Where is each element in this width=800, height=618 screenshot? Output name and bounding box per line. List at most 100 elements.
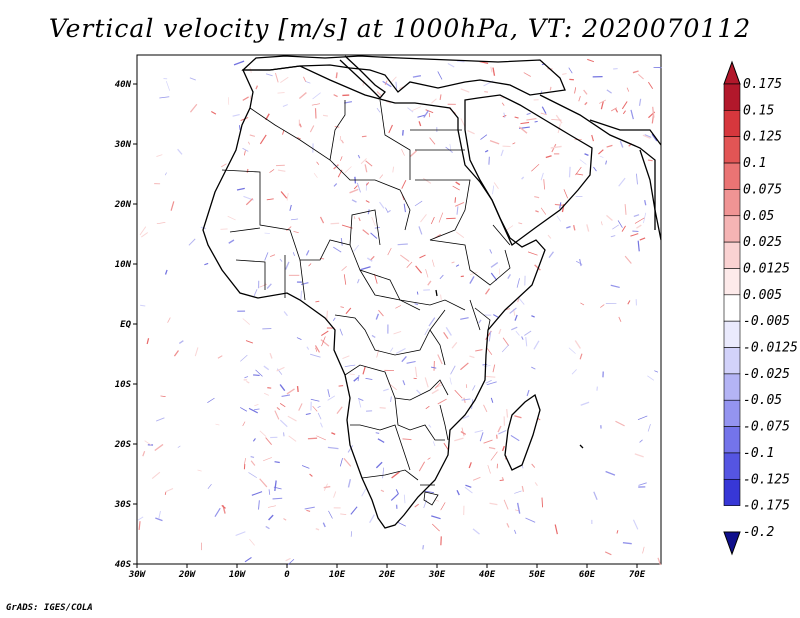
velocity-streak: [648, 81, 654, 89]
colorbar-label: 0.025: [743, 235, 782, 250]
velocity-streak: [245, 198, 254, 206]
velocity-streak: [211, 110, 217, 115]
velocity-streak: [424, 328, 429, 336]
velocity-streak: [484, 149, 489, 153]
velocity-streak: [572, 224, 576, 231]
velocity-streak: [342, 355, 350, 359]
velocity-streak: [488, 331, 492, 342]
velocity-streak: [490, 66, 493, 73]
velocity-streak: [331, 432, 336, 435]
velocity-streak: [456, 60, 465, 63]
colorbar-label: -0.1: [743, 446, 774, 461]
velocity-streak: [384, 80, 388, 86]
velocity-streak: [233, 60, 245, 66]
velocity-streak: [439, 274, 444, 280]
velocity-streak: [606, 144, 613, 148]
velocity-streak: [311, 103, 321, 106]
velocity-streak: [322, 114, 328, 117]
velocity-streak: [451, 342, 458, 349]
velocity-streak: [521, 176, 525, 180]
velocity-streak: [443, 331, 449, 340]
velocity-streak: [343, 274, 347, 285]
velocity-streak: [353, 185, 358, 190]
velocity-streak: [308, 263, 312, 267]
velocity-streak: [160, 395, 166, 397]
velocity-streak: [472, 528, 480, 535]
velocity-streak: [246, 380, 250, 384]
velocity-streak: [422, 177, 432, 184]
velocity-streak: [489, 139, 500, 145]
lon-tick-label: 10W: [229, 570, 247, 580]
lat-tick-label: EQ: [120, 320, 131, 330]
velocity-streak: [286, 388, 295, 395]
velocity-streak: [418, 121, 422, 127]
velocity-streak: [627, 300, 631, 305]
velocity-streak: [263, 457, 272, 462]
velocity-streak: [490, 451, 498, 461]
velocity-streak: [512, 142, 516, 145]
velocity-streak: [509, 307, 517, 314]
velocity-streak: [503, 499, 509, 510]
velocity-streak: [644, 134, 652, 138]
velocity-streak: [357, 375, 360, 382]
velocity-streak: [282, 104, 288, 107]
velocity-streak: [299, 123, 302, 128]
velocity-streak: [562, 72, 567, 75]
velocity-streak: [309, 125, 315, 133]
velocity-streak: [242, 147, 249, 152]
velocity-streak: [383, 388, 389, 392]
velocity-streak: [312, 405, 318, 412]
velocity-streak: [417, 114, 426, 118]
velocity-streak: [257, 500, 260, 510]
velocity-streak: [514, 490, 522, 494]
velocity-streak: [400, 254, 410, 262]
velocity-streak: [248, 407, 259, 414]
velocity-streak: [439, 94, 442, 101]
velocity-streak: [490, 397, 494, 403]
velocity-streak: [406, 360, 416, 364]
velocity-streak: [615, 420, 625, 427]
velocity-streak: [139, 226, 147, 236]
velocity-streak: [319, 216, 325, 224]
velocity-streak: [305, 81, 311, 84]
velocity-streak: [291, 218, 299, 221]
velocity-streak: [279, 419, 288, 428]
velocity-streak: [432, 523, 440, 532]
velocity-streak: [610, 107, 617, 112]
velocity-streak: [420, 214, 427, 223]
velocity-streak: [503, 112, 506, 118]
velocity-streak: [361, 487, 367, 497]
velocity-streak: [534, 196, 540, 199]
velocity-streak: [242, 421, 246, 427]
velocity-streak: [638, 98, 642, 106]
velocity-streak: [638, 482, 647, 486]
velocity-streak: [154, 443, 164, 452]
velocity-streak: [591, 134, 594, 142]
velocity-streak: [362, 229, 370, 236]
velocity-streak: [626, 87, 630, 92]
velocity-streak: [414, 303, 419, 306]
velocity-streak: [322, 522, 326, 528]
velocity-streak: [332, 317, 336, 322]
velocity-streak: [475, 349, 483, 352]
velocity-streak: [286, 192, 289, 201]
velocity-streak: [317, 412, 322, 420]
velocity-streak: [358, 399, 362, 408]
velocity-streak: [350, 506, 358, 515]
velocity-streak: [436, 384, 443, 388]
velocity-streak: [315, 528, 320, 531]
velocity-streak: [314, 345, 320, 353]
velocity-streak: [356, 182, 361, 193]
velocity-streak: [377, 438, 385, 443]
velocity-streak: [395, 305, 402, 309]
lat-tick-label: 20S: [114, 440, 132, 450]
velocity-streak: [246, 168, 249, 173]
velocity-streak: [253, 289, 258, 297]
velocity-streak: [430, 366, 437, 369]
velocity-streak: [555, 114, 563, 124]
velocity-streak: [401, 355, 407, 363]
velocity-streak: [155, 517, 163, 522]
velocity-streak: [580, 302, 585, 306]
velocity-streak: [644, 199, 647, 206]
